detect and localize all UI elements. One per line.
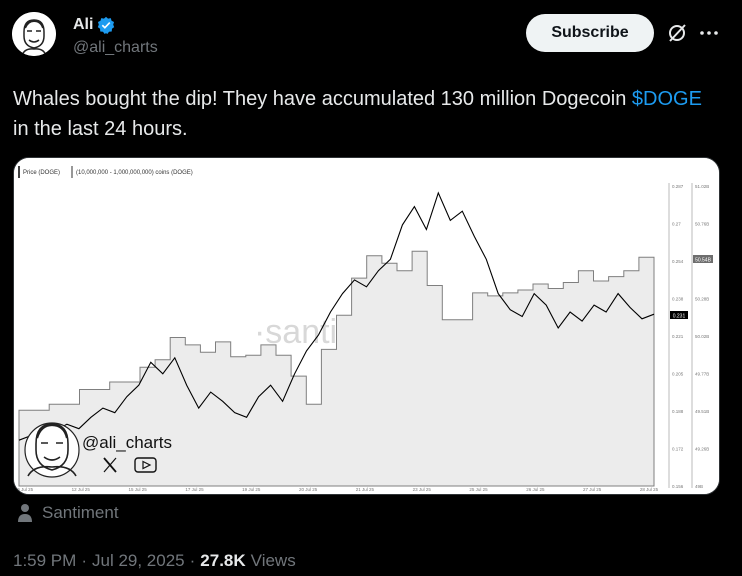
chart-svg: Price (DOGE) (10,000,000 - 1,000,000,000…	[14, 158, 719, 494]
holdings-axis-tick-label: 49B	[695, 484, 703, 489]
x-axis-tick-label: 17 Jul 25	[185, 487, 204, 492]
x-axis-tick-label: 26 Jul 25	[526, 487, 545, 492]
tweet-date[interactable]: Jul 29, 2025	[91, 551, 185, 570]
holdings-series-area	[18, 250, 655, 487]
overlay-handle: @ali_charts	[82, 433, 172, 452]
x-axis-tick-label: 28 Jul 25	[640, 487, 659, 492]
media-source: Santiment	[16, 503, 119, 523]
holdings-current-badge-text: 50.54B	[695, 258, 712, 264]
holdings-axis-tick-label: 50.76B	[695, 222, 709, 227]
x-axis-tick-label: 19 Jul 25	[242, 487, 261, 492]
author-handle[interactable]: @ali_charts	[73, 39, 158, 56]
price-series-line	[18, 191, 655, 444]
overlay-youtube-icon	[134, 457, 157, 473]
tweet-text-after: in the last 24 hours.	[13, 118, 188, 140]
tweet-media-chart[interactable]: Price (DOGE) (10,000,000 - 1,000,000,000…	[13, 157, 720, 495]
verified-badge-icon	[98, 16, 115, 34]
price-axis-tick-label: 0.238	[672, 297, 684, 302]
price-axis-tick-label: 0.205	[672, 372, 684, 377]
views-label: Views	[250, 551, 296, 570]
x-axis-tick-label: 12 Jul 25	[72, 487, 91, 492]
tweet-text-before: Whales bought the dip! They have accumul…	[13, 88, 632, 110]
source-label[interactable]: Santiment	[42, 503, 119, 522]
author-name-row: Ali	[73, 16, 115, 34]
holdings-current-badge	[693, 255, 713, 263]
more-dots-icon[interactable]	[698, 22, 720, 44]
tweet-time[interactable]: 1:59 PM	[13, 551, 77, 570]
holdings-axis-tick-label: 50.02B	[695, 334, 709, 339]
overlay-x-logo-icon	[103, 457, 117, 473]
meta-separator-2: ·	[189, 551, 196, 570]
author-name[interactable]: Ali	[73, 16, 94, 33]
x-axis-tick-label: 25 Jul 25	[469, 487, 488, 492]
holdings-axis-tick-label: 49.51B	[695, 409, 709, 414]
x-axis-tick-label: 16 Jul 25	[15, 487, 34, 492]
price-current-badge-text: 0.231	[673, 314, 686, 320]
legend-holdings: (10,000,000 - 1,000,000,000) coins (DOGE…	[76, 170, 193, 176]
tweet-text: Whales bought the dip! They have accumul…	[13, 84, 723, 144]
person-icon	[18, 504, 32, 522]
tweet-header: Ali @ali_charts Subscribe	[12, 12, 730, 62]
price-axis-tick-label: 0.156	[672, 484, 684, 489]
views-count: 27.8K	[200, 551, 246, 570]
holdings-axis-tick-label: 51.02B	[695, 184, 709, 189]
price-axis-tick-label: 0.188	[672, 409, 684, 414]
cashtag-link[interactable]: $DOGE	[631, 88, 702, 110]
x-axis-tick-label: 23 Jul 25	[413, 487, 432, 492]
price-axis-tick-label: 0.27	[672, 222, 681, 227]
grok-icon[interactable]	[666, 22, 688, 44]
price-axis-tick-label: 0.287	[672, 184, 684, 189]
x-axis-tick-label: 27 Jul 25	[583, 487, 602, 492]
price-axis-tick-label: 0.254	[672, 259, 684, 264]
price-axis-tick-label: 0.221	[672, 334, 684, 339]
subscribe-button[interactable]: Subscribe	[526, 14, 654, 52]
meta-separator: ·	[81, 551, 87, 570]
legend-price: Price (DOGE)	[23, 170, 60, 176]
overlay-avatar-icon	[24, 422, 80, 478]
holdings-axis-tick-label: 49.26B	[695, 447, 709, 452]
holdings-axis-tick-label: 49.77B	[695, 372, 709, 377]
tweet-meta: 1:59 PM · Jul 29, 2025 · 27.8K Views	[13, 551, 296, 571]
price-axis-tick-label: 0.172	[672, 447, 684, 452]
x-axis-tick-label: 21 Jul 25	[356, 487, 375, 492]
price-current-badge	[670, 311, 688, 319]
holdings-axis-tick-label: 50.28B	[695, 297, 709, 302]
x-axis-tick-label: 20 Jul 25	[299, 487, 318, 492]
author-avatar[interactable]	[12, 12, 56, 56]
x-axis-tick-label: 15 Jul 25	[129, 487, 148, 492]
